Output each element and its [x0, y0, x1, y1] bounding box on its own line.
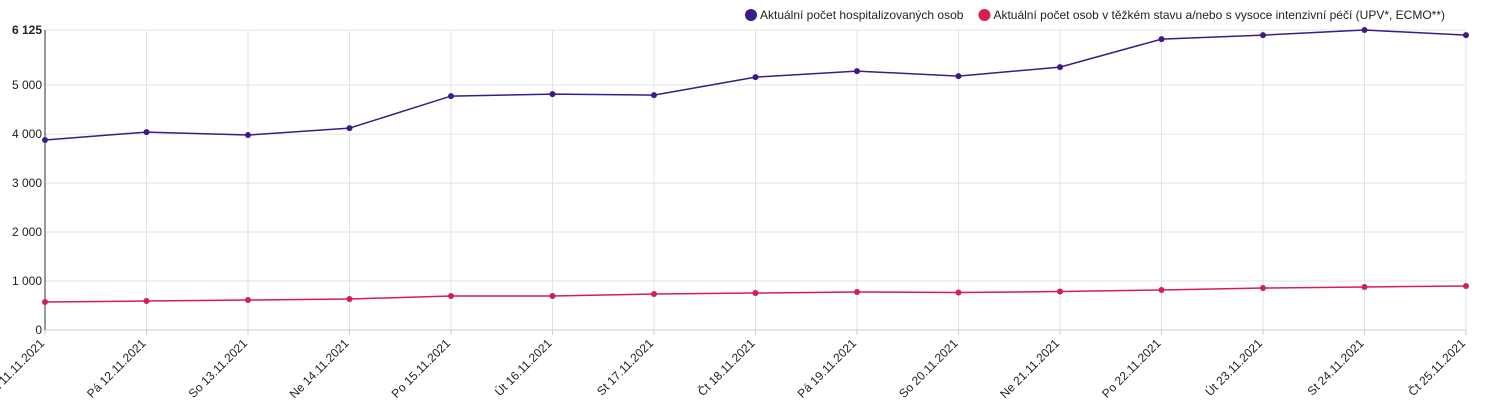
data-point: [651, 92, 657, 99]
y-tick-label: 4 000: [12, 127, 42, 141]
data-point: [245, 297, 251, 304]
x-tick-label: St 17.11.2021: [594, 336, 656, 398]
x-tick-label: Čt 11.11.2021: [0, 335, 47, 398]
data-point: [549, 91, 556, 98]
data-point: [448, 293, 454, 300]
x-tick-label: Čt 25.11.2021: [1405, 335, 1469, 399]
data-point: [854, 288, 860, 295]
x-tick-label: Pá 19.11.2021: [795, 336, 860, 401]
legend-label: Aktuální počet osob v těžkém stavu a/neb…: [993, 8, 1445, 22]
y-tick-label: 6 125: [12, 23, 42, 37]
x-tick-label: Pá 12.11.2021: [84, 336, 149, 401]
data-point: [955, 73, 962, 80]
data-point: [1361, 27, 1368, 33]
legend-marker: [744, 9, 757, 21]
y-tick-label: 1 000: [12, 274, 42, 288]
x-tick-label: Po 15.11.2021: [389, 336, 454, 401]
legend-label: Aktuální počet hospitalizovaných osob: [760, 8, 964, 22]
data-point: [955, 289, 962, 296]
y-tick-label: 2 000: [12, 225, 42, 239]
data-point: [752, 74, 759, 81]
legend: Aktuální počet hospitalizovaných osob Akt…: [744, 8, 1445, 22]
data-point: [651, 291, 657, 297]
data-point: [346, 125, 353, 132]
data-point: [1057, 288, 1063, 295]
data-point: [1057, 64, 1063, 71]
data-point: [1158, 36, 1165, 43]
data-point: [1260, 285, 1266, 292]
data-point: [1361, 283, 1368, 290]
legend-marker: [978, 9, 991, 21]
x-tick-label: Po 22.11.2021: [1099, 336, 1164, 401]
data-point: [1260, 32, 1266, 39]
data-point: [1158, 287, 1165, 294]
y-tick-label: 3 000: [12, 176, 42, 190]
data-point: [1463, 32, 1469, 39]
x-tick-label: Čt 18.11.2021: [694, 335, 758, 399]
data-point: [448, 93, 454, 100]
data-point: [42, 137, 48, 144]
x-tick-label: Út 23.11.2021: [1202, 335, 1266, 399]
x-tick-label: St 24.11.2021: [1305, 336, 1367, 398]
x-tick-label: Ne 21.11.2021: [997, 336, 1062, 401]
data-point: [854, 68, 860, 75]
y-tick-label: 0: [35, 323, 42, 337]
data-point: [752, 290, 759, 297]
data-point: [549, 293, 556, 300]
data-point: [245, 132, 251, 139]
x-tick-label: So 20.11.2021: [896, 336, 961, 401]
x-tick-label: Út 16.11.2021: [491, 335, 555, 399]
data-point: [346, 295, 353, 302]
data-point: [1463, 283, 1469, 290]
x-tick-label: So 13.11.2021: [186, 336, 251, 401]
data-point: [143, 298, 150, 305]
x-tick-label: Ne 14.11.2021: [287, 336, 352, 401]
data-point: [143, 129, 150, 136]
y-tick-label: 5 000: [12, 78, 42, 92]
data-point: [42, 299, 48, 306]
